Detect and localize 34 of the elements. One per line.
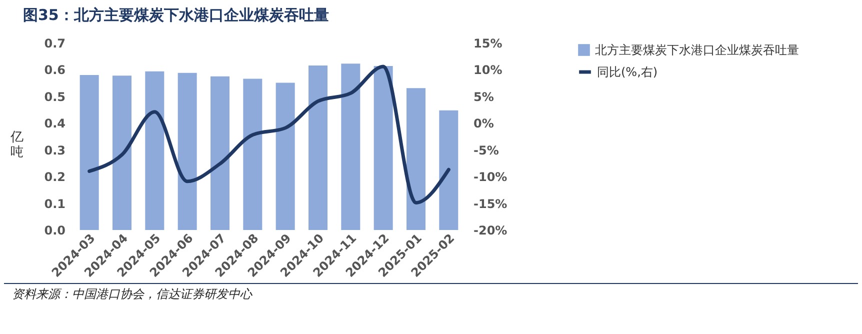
bar xyxy=(80,75,99,230)
y-tick-label: 0.3 xyxy=(44,143,66,158)
legend-label: 北方主要煤炭下水港口企业煤炭吞吐量 xyxy=(595,43,799,57)
y-axis-title: 亿吨 xyxy=(10,130,24,160)
bar xyxy=(439,110,458,230)
y-tick-label: 0.7 xyxy=(44,36,66,50)
y-tick-label: 0.0 xyxy=(44,224,66,238)
y2-tick-label: 15% xyxy=(474,36,502,50)
text: 资料来源：中国港口协会，信达证券研发中心 xyxy=(4,283,858,305)
bar xyxy=(308,65,328,230)
y-tick-label: 0.1 xyxy=(44,196,66,211)
y2-tick-label: 5% xyxy=(474,90,494,104)
y-tick-label: 0.5 xyxy=(44,90,66,104)
bar xyxy=(276,82,295,230)
line-series xyxy=(88,64,450,204)
y-tick-label: 0.4 xyxy=(44,116,66,131)
y-tick-label: 0.6 xyxy=(44,63,66,78)
bar xyxy=(145,71,164,230)
y2-tick-label: -10% xyxy=(474,170,508,184)
bar xyxy=(374,66,393,230)
bar xyxy=(210,76,230,230)
legend-label: 同比(%,右) xyxy=(597,65,658,79)
y2-tick-label: 10% xyxy=(474,63,502,78)
bar xyxy=(341,64,360,230)
bar xyxy=(178,72,197,230)
y2-tick-label: -20% xyxy=(474,224,508,238)
chart-title: 图35：北方主要煤炭下水港口企业煤炭吞吐量 xyxy=(23,6,329,24)
y2-tick-label: -5% xyxy=(474,143,499,158)
bar xyxy=(243,78,262,230)
y-tick-label: 0.2 xyxy=(44,170,66,184)
bar xyxy=(406,88,426,230)
y2-tick-label: 0% xyxy=(474,116,494,131)
y2-tick-label: -15% xyxy=(474,196,508,211)
bar xyxy=(112,76,132,230)
